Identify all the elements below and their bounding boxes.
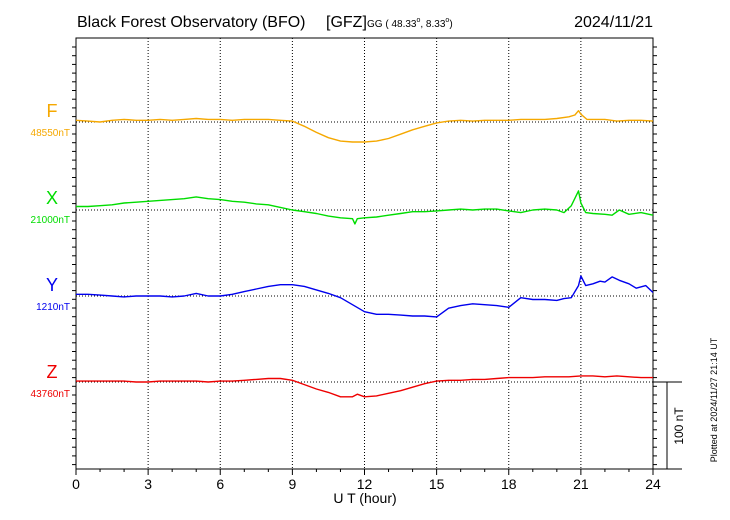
observatory-coordinates: GG ( 48.33o, 8.33o): [367, 17, 453, 30]
x-tick-label: 6: [216, 476, 224, 492]
x-tick-label: 18: [501, 476, 517, 492]
baseline-label-y: 1210nT: [36, 302, 70, 313]
x-tick-label: 15: [429, 476, 445, 492]
series-line-f: [75, 109, 654, 143]
x-tick-label: 24: [645, 476, 661, 492]
axis-ticks: 0 3 6 9 12 15 18 21 24: [72, 46, 661, 492]
institute-label: [GFZ]: [326, 14, 367, 31]
chart-date: 2024/11/21: [574, 14, 653, 31]
series-name-z: Z: [47, 362, 58, 382]
scale-bar-label: 100 nT: [672, 407, 686, 445]
series-name-x: X: [46, 188, 58, 208]
baseline-label-x: 21000nT: [31, 215, 70, 226]
series-line-x: [76, 190, 654, 225]
x-tick-label: 3: [144, 476, 152, 492]
series-name-f: F: [47, 101, 58, 121]
baseline-label-z: 43760nT: [31, 389, 70, 400]
x-tick-label: 9: [288, 476, 296, 492]
series-line-z: [76, 375, 653, 398]
x-axis-label: U T (hour): [333, 490, 396, 506]
baseline-label-f: 48550nT: [31, 128, 70, 139]
grid-lines: [147, 38, 582, 469]
series-line-y: [76, 275, 654, 318]
chart-title: Black Forest Observatory (BFO): [77, 14, 306, 31]
plotted-timestamp: Plotted at 2024/11/27 21:14 UT: [709, 337, 719, 462]
component-labels: F 48550nT X 21000nT Y 1210nT Z 43760nT: [31, 101, 70, 400]
series-name-y: Y: [46, 275, 58, 295]
series-curves: [75, 109, 654, 398]
x-tick-label: 21: [573, 476, 589, 492]
x-tick-label: 0: [72, 476, 80, 492]
x-tick-label: 12: [357, 476, 373, 492]
scale-bar: 100 nT: [653, 381, 686, 470]
